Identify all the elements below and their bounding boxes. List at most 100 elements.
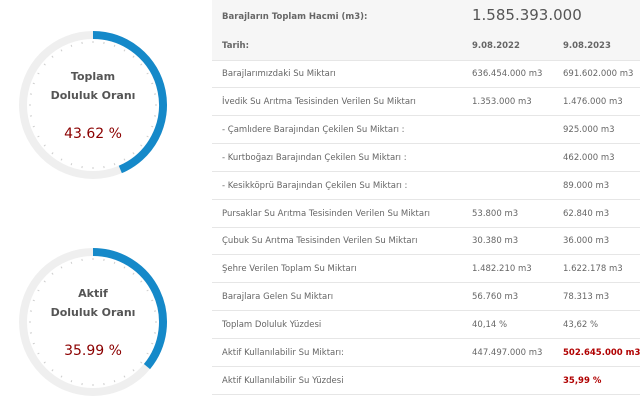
value-cell: 89.000 m3 xyxy=(563,180,610,191)
value-cell: 62.840 m3 xyxy=(563,208,610,219)
gauge-tick xyxy=(32,299,35,302)
gauge-tick xyxy=(113,163,116,166)
gauge-tick xyxy=(43,144,46,147)
gauge-tick xyxy=(43,280,46,283)
gauge-title: Aktif xyxy=(78,287,108,300)
label-cell: Barajlarımızdaki Su Miktarı xyxy=(222,69,336,79)
value-cell: 925.000 m3 xyxy=(563,124,615,135)
gauge-tick xyxy=(123,375,126,378)
gauge-tick xyxy=(51,152,54,155)
gauge-tick xyxy=(132,272,135,275)
gauge-tick xyxy=(60,375,63,378)
label-cell: - Kesikköprü Barajından Çekilen Su Mikta… xyxy=(222,180,408,191)
value-cell: 36.000 m3 xyxy=(563,236,610,247)
value-cell: 1.476.000 m3 xyxy=(563,96,623,107)
columns-row xyxy=(212,33,640,61)
value-cell: 636.454.000 m3 xyxy=(472,69,543,79)
gauge-tick xyxy=(37,289,40,292)
gauge-tick xyxy=(146,289,149,292)
label-cell: Şehre Verilen Toplam Su Miktarı xyxy=(222,264,357,275)
value-cell: 502.645.000 m3 xyxy=(563,348,640,358)
label-cell: - Çamlıdere Barajından Çekilen Su Miktar… xyxy=(222,124,405,135)
column-header: 9.08.2023 xyxy=(563,41,611,51)
gauge-tick xyxy=(132,369,135,372)
gauge-tick xyxy=(43,63,46,66)
value-cell: 1.622.178 m3 xyxy=(563,264,623,275)
value-cell: 1.353.000 m3 xyxy=(472,96,532,107)
gauge-tick xyxy=(70,44,73,47)
gauge-tick xyxy=(140,144,143,147)
value-cell: 78.313 m3 xyxy=(563,292,610,303)
table-row xyxy=(212,144,640,172)
gauge-tick xyxy=(146,72,149,75)
header-value: 1.585.393.000 xyxy=(472,6,582,24)
gauge-tick xyxy=(60,49,63,52)
gauge-tick xyxy=(146,352,149,355)
label-cell: Aktif Kullanılabilir Su Yüzdesi xyxy=(222,375,344,386)
gauge-arc xyxy=(92,248,167,370)
gauge-tick xyxy=(113,261,116,264)
gauge-tick xyxy=(60,158,63,161)
gauge-tick xyxy=(123,266,126,269)
gauge-tick xyxy=(140,63,143,66)
value-cell: 53.800 m3 xyxy=(472,208,519,219)
gauge-arc xyxy=(92,31,167,174)
label-cell: Aktif Kullanılabilir Su Miktarı: xyxy=(222,348,344,358)
label-cell: - Kurtboğazı Barajından Çekilen Su Mikta… xyxy=(222,152,407,163)
label-cell: Barajlara Gelen Su Miktarı xyxy=(222,292,334,303)
gauge-tick xyxy=(37,135,40,138)
gauge-tick xyxy=(32,125,35,128)
gauge-tick xyxy=(151,82,154,85)
gauge-tick xyxy=(140,361,143,364)
column-header: Tarih: xyxy=(222,41,249,51)
gauge-tick xyxy=(132,55,135,58)
gauge-tick xyxy=(32,342,35,345)
table-row xyxy=(212,116,640,144)
value-cell: 691.602.000 m3 xyxy=(563,69,634,79)
header-label: Barajların Toplam Hacmi (m3): xyxy=(222,12,368,22)
gauge-tick xyxy=(43,361,46,364)
table-row xyxy=(212,172,640,200)
value-cell: 447.497.000 m3 xyxy=(472,348,543,358)
table-row xyxy=(212,60,640,88)
table-row xyxy=(212,283,640,312)
table-row xyxy=(212,339,640,367)
gauge-tick xyxy=(37,352,40,355)
value-cell: 462.000 m3 xyxy=(563,152,615,163)
label-cell: Çubuk Su Arıtma Tesisinden Verilen Su Mi… xyxy=(222,236,418,247)
gauge-tick xyxy=(37,72,40,75)
value-cell: 30.380 m3 xyxy=(472,236,519,247)
gauge-title: Doluluk Oranı xyxy=(51,306,136,319)
table-row xyxy=(212,200,640,228)
gauge-tick xyxy=(146,135,149,138)
table-row xyxy=(212,255,640,284)
value-cell: 43,62 % xyxy=(563,320,599,331)
gauge-title: Doluluk Oranı xyxy=(51,89,136,102)
gauge-tick xyxy=(151,342,154,345)
gauge-tick xyxy=(51,272,54,275)
value-cell: 1.482.210 m3 xyxy=(472,264,532,275)
label-cell: İvedik Su Arıtma Tesisinden Verilen Su M… xyxy=(222,96,416,107)
gauge-tick xyxy=(60,266,63,269)
gauge-tick xyxy=(151,299,154,302)
gauge-tick xyxy=(113,380,116,383)
gauge-tick xyxy=(70,163,73,166)
gauge-value: 43.62 % xyxy=(64,126,122,142)
gauge-tick xyxy=(70,261,73,264)
gauge-tick xyxy=(51,55,54,58)
gauge-tick xyxy=(140,280,143,283)
column-header: 9.08.2022 xyxy=(472,41,520,51)
table-row xyxy=(212,311,640,340)
gauge-tick xyxy=(123,158,126,161)
table-row xyxy=(212,88,640,116)
value-cell: 35,99 % xyxy=(563,375,602,386)
gauge-tick xyxy=(113,44,116,47)
label-cell: Toplam Doluluk Yüzdesi xyxy=(222,320,322,331)
gauge-tick xyxy=(70,380,73,383)
table-row xyxy=(212,367,640,395)
table-row xyxy=(212,227,640,256)
gauges: Toplam Doluluk Oranı 43.62 % Aktif Doluluk O… xyxy=(19,31,167,396)
label-cell: Pursaklar Su Arıtma Tesisinden Verilen S… xyxy=(222,208,430,219)
gauge-tick xyxy=(151,125,154,128)
